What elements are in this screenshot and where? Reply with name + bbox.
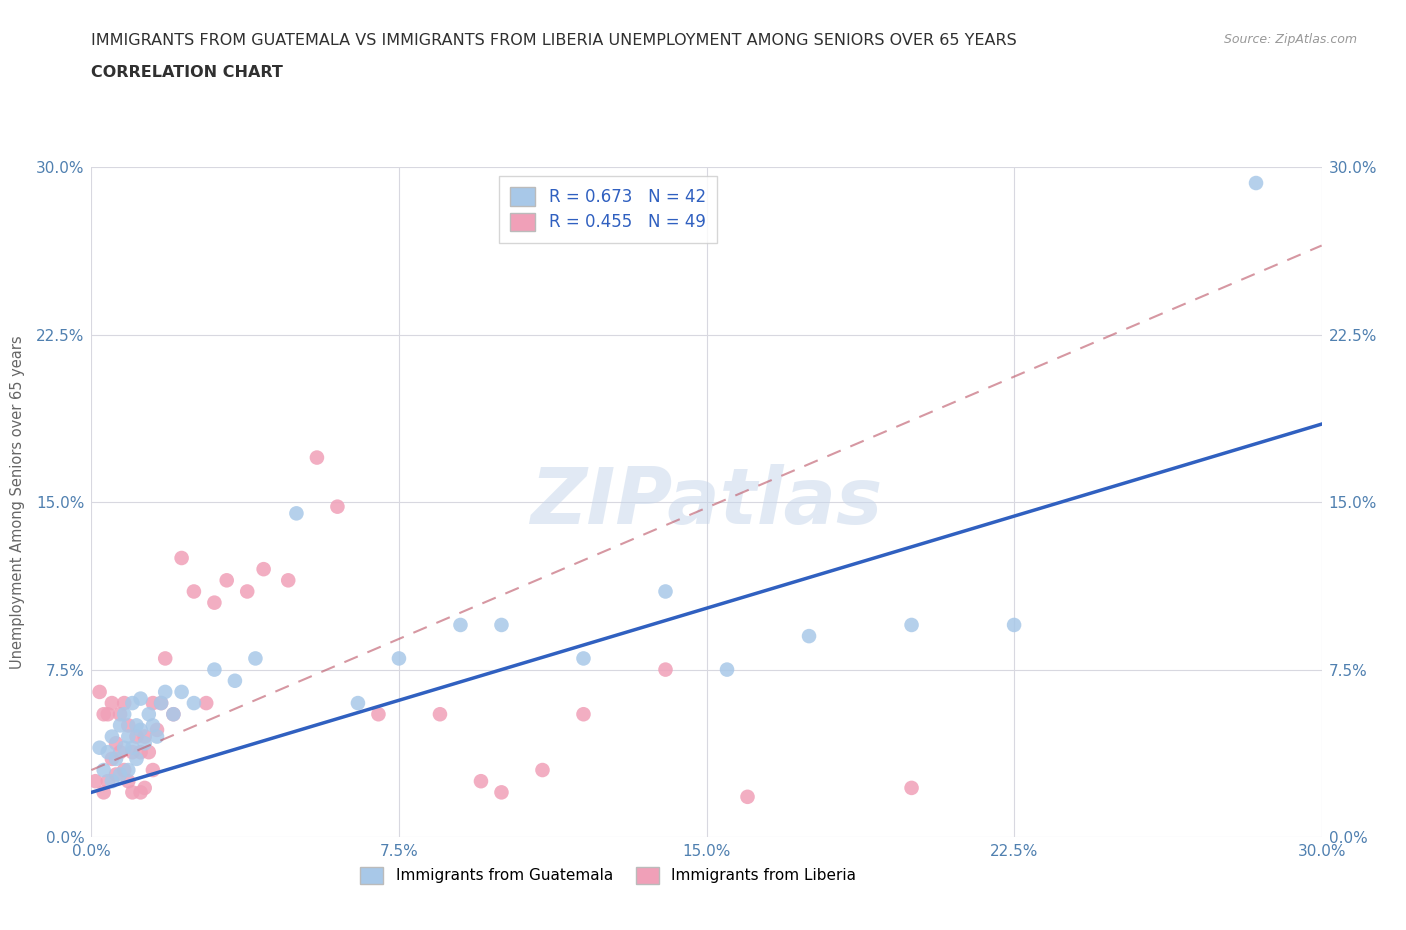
Point [108,745,131,760]
Point [215,573,238,588]
Point [797,629,820,644]
Point [138,707,160,722]
Point [491,618,513,632]
Text: CORRELATION CHART: CORRELATION CHART [91,65,283,80]
Point [112,740,135,755]
Point [129,785,152,800]
Point [146,723,169,737]
Point [101,696,124,711]
Point [117,729,139,744]
Point [117,774,139,789]
Point [134,736,156,751]
Point [129,691,152,706]
Point [326,499,349,514]
Point [89,740,111,755]
Point [142,763,165,777]
Point [112,763,135,777]
Point [654,662,676,677]
Point [121,745,143,760]
Point [84,774,107,789]
Point [97,774,120,789]
Point [153,651,177,666]
Point [202,662,225,677]
Point [101,729,124,744]
Point [572,707,595,722]
Point [285,506,308,521]
Point [153,684,177,699]
Point [491,785,513,800]
Point [170,551,193,565]
Point [108,718,131,733]
Text: ZIPatlas: ZIPatlas [530,464,883,540]
Point [305,450,328,465]
Point [112,707,135,722]
Point [138,745,160,760]
Point [97,707,120,722]
Point [142,696,165,711]
Point [162,707,184,722]
Point [195,696,218,711]
Point [449,618,471,632]
Point [121,696,143,711]
Point [150,696,173,711]
Point [134,780,156,795]
Point [125,718,148,733]
Point [1244,176,1267,191]
Point [162,707,184,722]
Point [347,696,370,711]
Point [117,763,139,777]
Point [202,595,225,610]
Point [129,723,152,737]
Point [105,767,127,782]
Point [89,684,111,699]
Legend: Immigrants from Guatemala, Immigrants from Liberia: Immigrants from Guatemala, Immigrants fr… [354,861,862,890]
Point [105,736,127,751]
Point [108,707,131,722]
Point [108,767,131,782]
Point [146,729,169,744]
Point [125,751,148,766]
Point [125,729,148,744]
Point [105,751,127,766]
Point [737,790,759,804]
Point [531,763,554,777]
Point [117,718,139,733]
Point [121,740,143,755]
Point [183,584,205,599]
Point [1002,618,1025,632]
Point [245,651,267,666]
Point [654,584,676,599]
Point [236,584,259,599]
Point [134,729,156,744]
Point [101,774,124,789]
Point [470,774,492,789]
Point [388,651,411,666]
Point [900,618,922,632]
Point [97,745,120,760]
Point [429,707,451,722]
Point [93,707,115,722]
Point [572,651,595,666]
Point [112,696,135,711]
Point [224,673,246,688]
Point [367,707,389,722]
Point [93,763,115,777]
Point [277,573,299,588]
Point [150,696,173,711]
Point [183,696,205,711]
Point [142,718,165,733]
Y-axis label: Unemployment Among Seniors over 65 years: Unemployment Among Seniors over 65 years [10,336,25,669]
Point [253,562,276,577]
Point [170,684,193,699]
Point [121,785,143,800]
Point [93,785,115,800]
Point [900,780,922,795]
Text: IMMIGRANTS FROM GUATEMALA VS IMMIGRANTS FROM LIBERIA UNEMPLOYMENT AMONG SENIORS : IMMIGRANTS FROM GUATEMALA VS IMMIGRANTS … [91,33,1017,47]
Point [129,745,152,760]
Point [716,662,738,677]
Point [101,751,124,766]
Text: Source: ZipAtlas.com: Source: ZipAtlas.com [1223,33,1357,46]
